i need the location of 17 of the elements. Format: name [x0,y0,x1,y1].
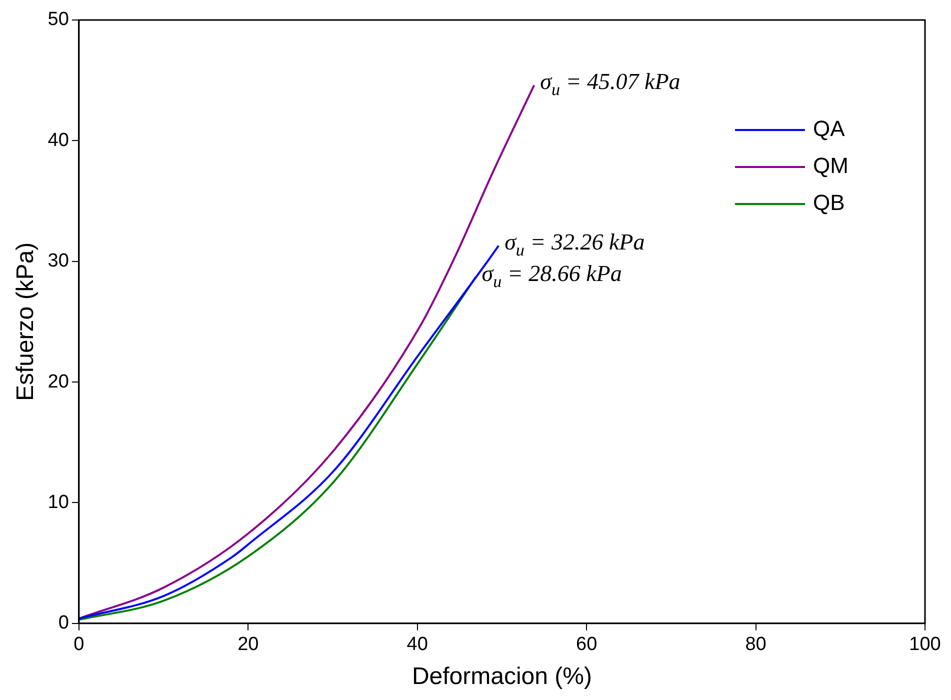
x-tick-label: 60 [576,634,598,656]
legend-label: QA [813,116,846,142]
x-tick-label: 100 [909,634,941,656]
x-axis-title: Deformacion (%) [412,663,592,690]
y-tick-label: 20 [48,371,69,392]
y-tick-label: 50 [48,9,69,30]
y-tick-label: 30 [48,250,69,272]
y-axis-title: Esfuerzo (kPa) [12,242,40,402]
x-tick-label: 0 [74,634,84,656]
legend-label: QM [813,153,848,178]
x-tick-label: 20 [238,634,259,656]
y-tick-label: 0 [58,612,69,634]
x-tick-label: 40 [406,634,428,656]
legend-label: QB [813,190,845,216]
y-tick-label: 40 [48,130,69,151]
x-tick-label: 80 [745,634,766,656]
y-tick-label: 10 [48,492,69,513]
